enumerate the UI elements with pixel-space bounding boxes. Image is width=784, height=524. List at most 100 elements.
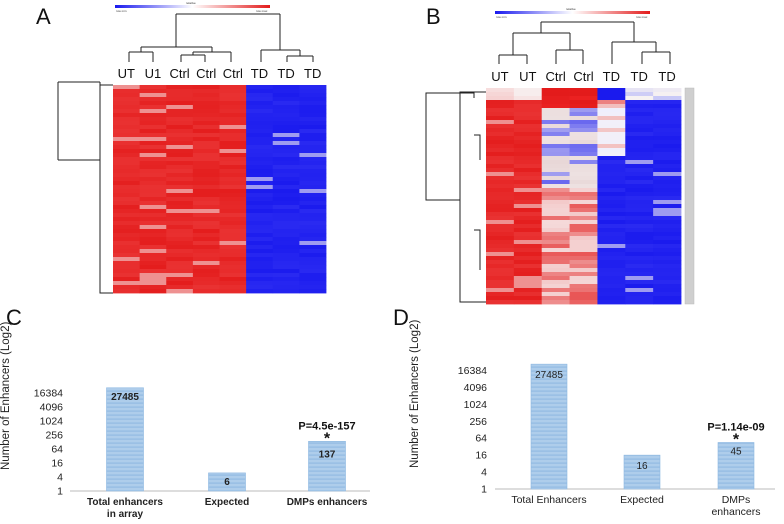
heatmap-cell: [513, 200, 543, 205]
heatmap-cell: [597, 288, 626, 293]
heatmap-cell: [299, 249, 327, 254]
heatmap-cell: [513, 196, 543, 201]
heatmap-cell: [113, 261, 141, 266]
heatmap-cell: [597, 300, 626, 305]
heatmap-cell: [597, 192, 626, 197]
heatmap-cell: [513, 208, 543, 213]
heatmap-cell: [541, 208, 570, 213]
heatmap-cell: [299, 169, 327, 174]
heatmap-cell: [569, 92, 598, 97]
heatmap-cell: [513, 160, 543, 165]
heatmap-cell: [113, 113, 141, 118]
heatmap-cell: [219, 265, 247, 270]
y-tick-label: 256: [45, 430, 63, 442]
heatmap-cell: [569, 132, 598, 137]
heatmap-cell: [486, 116, 515, 121]
heatmap-cell: [166, 189, 194, 194]
heatmap-cell: [569, 300, 598, 305]
heatmap-cell: [513, 272, 543, 277]
heatmap-cell: [513, 176, 543, 181]
heatmap-cell: [513, 216, 543, 221]
heatmap-cell: [597, 224, 626, 229]
heatmap-cell: [569, 232, 598, 237]
heatmap-cell: [299, 165, 327, 170]
heatmap-cell: [486, 276, 515, 281]
heatmap-cell: [219, 277, 247, 282]
heatmap-cell: [192, 85, 220, 90]
heatmap-cell: [113, 181, 141, 186]
heatmap-cell: [139, 85, 167, 90]
heatmap-cell: [541, 248, 570, 253]
colorbar-a: relative row min row max: [115, 1, 270, 13]
colorbar-b-gradient: [495, 11, 650, 14]
heatmap-cell: [272, 89, 300, 94]
heatmap-cell: [246, 217, 274, 222]
heatmap-cell: [139, 125, 167, 130]
heatmap-cell: [272, 273, 300, 278]
heatmap-cell: [625, 152, 654, 157]
heatmap-cell: [486, 296, 515, 301]
heatmap-cell: [513, 148, 543, 153]
heatmap-cell: [219, 145, 247, 150]
heatmap-cell: [569, 264, 598, 269]
heatmap-cell: [166, 161, 194, 166]
heatmap-cell: [192, 113, 220, 118]
heatmap-cell: [192, 89, 220, 94]
heatmap-cell: [219, 285, 247, 290]
heatmap-cell: [486, 180, 515, 185]
heatmap-cell: [541, 176, 570, 181]
heatmap-cell: [653, 144, 682, 149]
heatmap-cell: [166, 273, 194, 278]
heatmap-cell: [597, 216, 626, 221]
heatmap-cell: [139, 213, 167, 218]
heatmap-cell: [541, 152, 570, 157]
heatmap-cell: [541, 236, 570, 241]
heatmap-cell: [597, 280, 626, 285]
heatmap-cell: [272, 229, 300, 234]
heatmap-cell: [299, 213, 327, 218]
heatmap-cell: [299, 281, 327, 286]
heatmap-cell: [541, 284, 570, 289]
heatmap-cell: [625, 256, 654, 261]
heatmap-cell: [246, 113, 274, 118]
heatmap-cell: [219, 225, 247, 230]
heatmap-cell: [653, 288, 682, 293]
heatmap-cell: [625, 92, 654, 97]
heatmap-cell: [597, 276, 626, 281]
heatmap-cell: [113, 225, 141, 230]
heatmap-cell: [272, 149, 300, 154]
heatmap-cell: [192, 269, 220, 274]
heatmap-cell: [541, 100, 570, 105]
heatmap-cell: [569, 168, 598, 173]
column-label: TD: [304, 66, 321, 81]
heatmap-cell: [653, 272, 682, 277]
column-label: UT: [491, 69, 508, 84]
heatmap-cell: [486, 216, 515, 221]
heatmap-cell: [219, 113, 247, 118]
heatmap-cell: [625, 132, 654, 137]
column-label: TD: [631, 69, 648, 84]
heatmap-cell: [113, 153, 141, 158]
heatmap-cell: [113, 85, 141, 90]
heatmap-cell: [139, 177, 167, 182]
heatmap-cell: [219, 141, 247, 146]
y-tick-label: 1: [481, 484, 487, 496]
heatmap-cell: [139, 265, 167, 270]
heatmap-cell: [113, 233, 141, 238]
heatmap-cell: [569, 256, 598, 261]
heatmap-cell: [272, 97, 300, 102]
heatmap-cell: [653, 220, 682, 225]
heatmap-cell: [166, 245, 194, 250]
heatmap-cell: [653, 96, 682, 101]
heatmap-cell: [246, 85, 274, 90]
heatmap-cell: [113, 125, 141, 130]
heatmap-cell: [219, 257, 247, 262]
heatmap-cell: [541, 180, 570, 185]
heatmap-cell: [166, 253, 194, 258]
heatmap-cell: [246, 133, 274, 138]
heatmap-cell: [513, 136, 543, 141]
heatmap-cell: [299, 221, 327, 226]
heatmap-cell: [113, 285, 141, 290]
heatmap-cell: [653, 252, 682, 257]
heatmap-cell: [113, 165, 141, 170]
